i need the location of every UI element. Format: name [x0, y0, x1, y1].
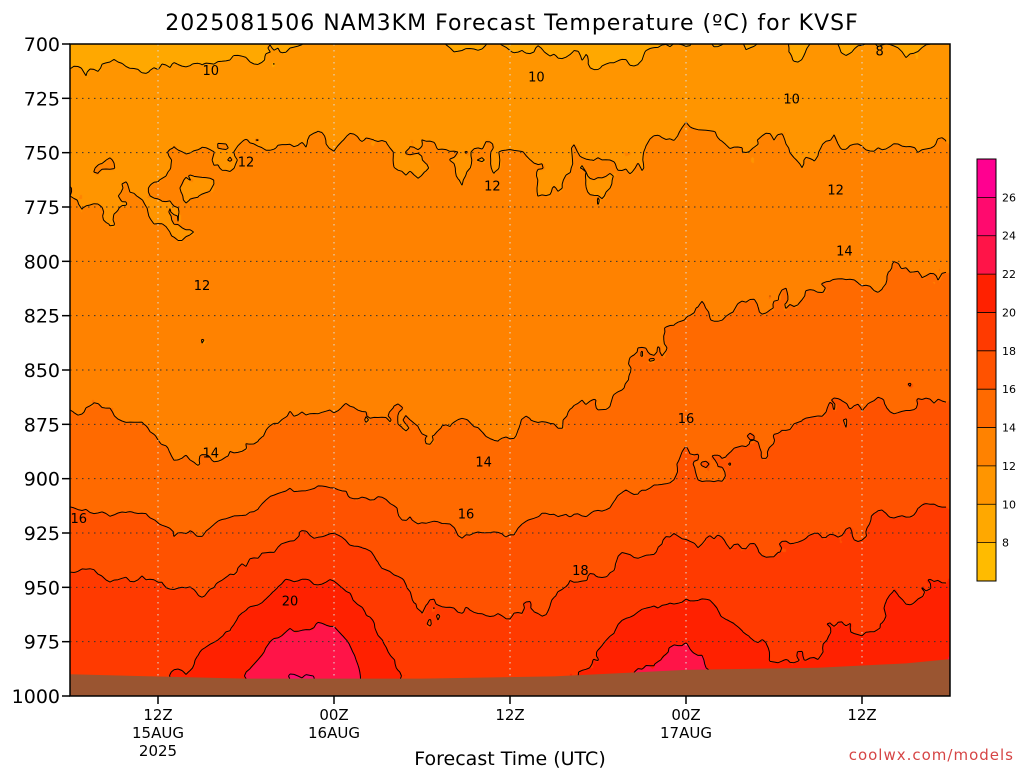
- y-tick-label: 775: [24, 197, 60, 219]
- colorbar-label: 20: [1002, 306, 1016, 319]
- y-tick-label: 850: [24, 360, 60, 382]
- y-tick-label: 800: [24, 251, 60, 273]
- colorbar: 8 10 12 14 16 18 20 22 24 26: [976, 158, 1016, 582]
- colorbar-label: 12: [1002, 460, 1016, 473]
- colorbar-segment: [977, 427, 996, 466]
- colorbar-frame: [976, 158, 997, 582]
- y-tick-label: 825: [24, 306, 60, 328]
- colorbar-segment: [977, 542, 996, 581]
- x-tick-label: 2025: [139, 742, 177, 760]
- x-tick-label: 12Z: [495, 706, 524, 724]
- y-tick-label: 700: [24, 34, 60, 56]
- x-tick-label: 16AUG: [308, 724, 360, 742]
- chart-title: 2025081506 NAM3KM Forecast Temperature (…: [165, 11, 859, 36]
- colorbar-label: 24: [1002, 230, 1016, 243]
- x-tick-label: 12Z: [847, 706, 876, 724]
- y-tick-label: 975: [24, 632, 60, 654]
- colorbar-segment: [977, 312, 996, 351]
- credit-text: coolwx.com/models: [849, 746, 1014, 764]
- colorbar-label: 10: [1002, 498, 1016, 511]
- colorbar-label: 8: [1002, 537, 1009, 550]
- contour-label: 10: [783, 92, 800, 107]
- contour-label: 12: [827, 184, 844, 199]
- x-tick-label: 15AUG: [132, 724, 184, 742]
- x-tick-label: 00Z: [671, 706, 700, 724]
- colorbar-segment: [977, 504, 996, 543]
- colorbar-label: 18: [1002, 345, 1016, 358]
- contour-label: 12: [484, 179, 501, 194]
- colorbar-segment: [977, 274, 996, 313]
- contour-label: 18: [572, 564, 589, 579]
- plot-area: 8 10 10 10 12 12 12 12 14 14 14 16 16 16 18 20: [70, 44, 950, 696]
- contour-label: 20: [282, 594, 299, 609]
- y-axis: 700 725 750 775 800 825 850 875 900 925 950 975 1000: [12, 34, 70, 708]
- colorbar-segment: [977, 159, 996, 198]
- colorbar-segment: [977, 350, 996, 390]
- y-tick-label: 950: [24, 577, 60, 599]
- colorbar-label: 16: [1002, 383, 1016, 396]
- x-tick-label: 00Z: [319, 706, 348, 724]
- grid: [70, 44, 950, 696]
- colorbar-segment: [977, 197, 996, 236]
- y-tick-label: 900: [24, 469, 60, 491]
- isotherm-lines: [70, 44, 947, 693]
- x-axis-label: Forecast Time (UTC): [414, 748, 605, 768]
- colorbar-label: 22: [1002, 268, 1016, 281]
- contour-label: 16: [678, 412, 695, 427]
- contour-label: 12: [194, 279, 211, 294]
- colorbar-segment: [977, 235, 996, 275]
- y-tick-label: 725: [24, 88, 60, 110]
- y-tick-label: 1000: [12, 686, 60, 708]
- contour-label: 8: [875, 45, 883, 60]
- contour-label: 10: [528, 71, 545, 86]
- colorbar-segment: [977, 465, 996, 505]
- colorbar-segment: [977, 389, 996, 428]
- contour-labels: 8 10 10 10 12 12 12 12 14 14 14 16 16 16 18 20: [71, 45, 884, 610]
- contour-label: 14: [203, 447, 220, 462]
- contour-label: 12: [238, 155, 255, 170]
- y-tick-label: 875: [24, 414, 60, 436]
- contour-label: 10: [203, 64, 220, 79]
- contour-label: 16: [458, 507, 475, 522]
- colorbar-label: 14: [1002, 422, 1016, 435]
- contour-label: 14: [836, 244, 853, 259]
- y-tick-label: 925: [24, 523, 60, 545]
- y-tick-label: 750: [24, 143, 60, 165]
- x-tick-label: 12Z: [143, 706, 172, 724]
- colorbar-label: 26: [1002, 191, 1016, 204]
- x-tick-label: 17AUG: [660, 724, 712, 742]
- contour-label: 14: [475, 455, 492, 470]
- ground-terrain: [70, 659, 950, 696]
- contour-label: 16: [71, 512, 88, 527]
